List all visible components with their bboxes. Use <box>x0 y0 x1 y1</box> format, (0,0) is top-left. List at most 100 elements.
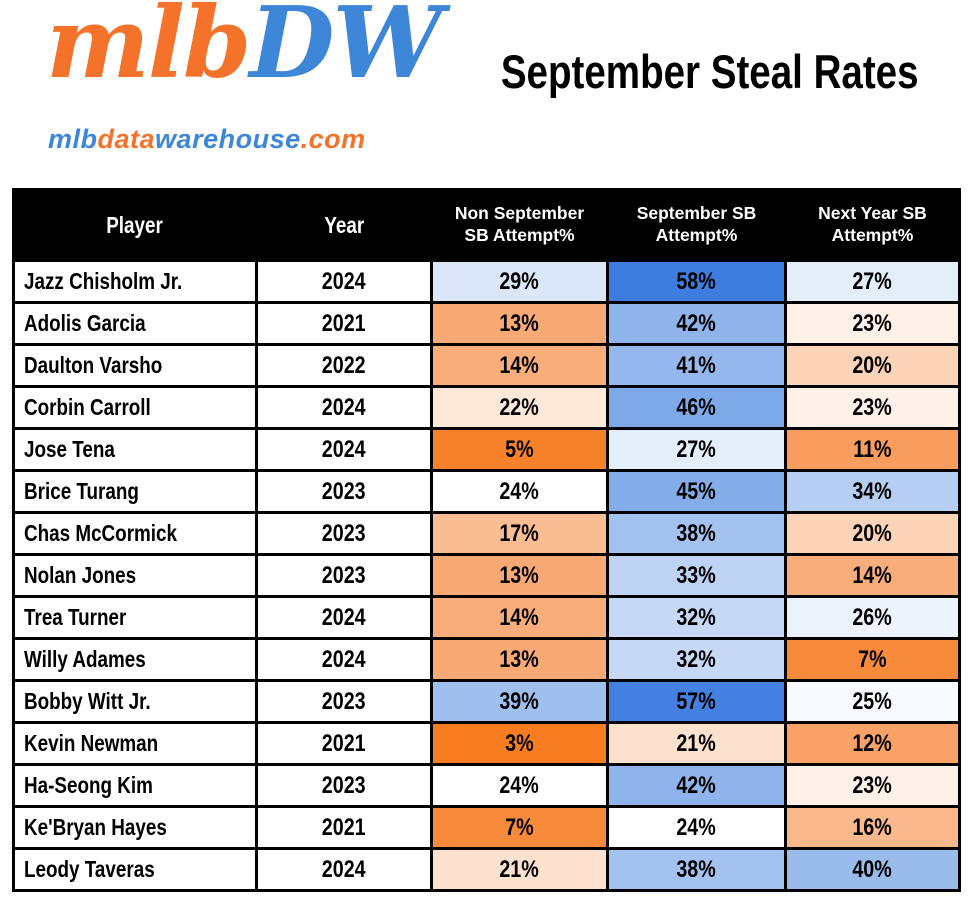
player-cell: Bobby Witt Jr. <box>12 679 258 724</box>
table-row: Nolan Jones 2023 13% 33% 14% <box>12 553 961 598</box>
site-url-segment: data <box>97 124 156 154</box>
year-cell: 2024 <box>255 847 433 892</box>
year-cell: 2023 <box>255 679 433 724</box>
table-row: Kevin Newman 2021 3% 21% 12% <box>12 721 961 766</box>
player-cell: Leody Taveras <box>12 847 258 892</box>
non-september-sb-cell: 13% <box>430 301 609 346</box>
next-year-sb-cell: 23% <box>784 301 961 346</box>
non-september-sb-cell: 39% <box>430 679 609 724</box>
september-sb-cell: 33% <box>606 553 787 598</box>
september-sb-cell: 32% <box>606 595 787 640</box>
player-cell: Trea Turner <box>12 595 258 640</box>
next-year-sb-cell: 40% <box>784 847 961 892</box>
non-september-sb-cell: 14% <box>430 343 609 388</box>
non-september-sb-cell: 13% <box>430 553 609 598</box>
year-cell: 2021 <box>255 721 433 766</box>
page-title: September Steal Rates <box>455 44 935 99</box>
year-cell: 2022 <box>255 343 433 388</box>
table-row: Chas McCormick 2023 17% 38% 20% <box>12 511 961 556</box>
next-year-sb-cell: 11% <box>784 427 961 472</box>
september-sb-cell: 24% <box>606 805 787 850</box>
player-cell: Adolis Garcia <box>12 301 258 346</box>
non-september-sb-cell: 22% <box>430 385 609 430</box>
player-cell: Brice Turang <box>12 469 258 514</box>
next-year-sb-cell: 12% <box>784 721 961 766</box>
site-url-segment: mlb <box>48 124 98 154</box>
september-sb-cell: 42% <box>606 763 787 808</box>
next-year-sb-cell: 23% <box>784 385 961 430</box>
year-cell: 2021 <box>255 301 433 346</box>
table-row: Jazz Chisholm Jr. 2024 29% 58% 27% <box>12 259 961 304</box>
year-cell: 2023 <box>255 469 433 514</box>
september-sb-cell: 42% <box>606 301 787 346</box>
player-cell: Jazz Chisholm Jr. <box>12 259 258 304</box>
player-cell: Ke'Bryan Hayes <box>12 805 258 850</box>
player-cell: Corbin Carroll <box>12 385 258 430</box>
table-row: Bobby Witt Jr. 2023 39% 57% 25% <box>12 679 961 724</box>
table-row: Ha-Seong Kim 2023 24% 42% 23% <box>12 763 961 808</box>
next-year-sb-cell: 20% <box>784 511 961 556</box>
non-september-sb-cell: 24% <box>430 763 609 808</box>
header-player: Player <box>12 188 258 262</box>
mlbdw-logo: mlbDW <box>46 0 443 107</box>
logo-dw-text: DW <box>249 0 442 101</box>
table-row: Willy Adames 2024 13% 32% 7% <box>12 637 961 682</box>
september-sb-cell: 45% <box>606 469 787 514</box>
site-url-segment: warehouse <box>155 124 301 154</box>
table-row: Ke'Bryan Hayes 2021 7% 24% 16% <box>12 805 961 850</box>
masthead: mlbDW mlbdatawarehouse.com September Ste… <box>0 0 970 188</box>
next-year-sb-cell: 23% <box>784 763 961 808</box>
player-cell: Willy Adames <box>12 637 258 682</box>
table-row: Corbin Carroll 2024 22% 46% 23% <box>12 385 961 430</box>
player-cell: Ha-Seong Kim <box>12 763 258 808</box>
september-sb-cell: 21% <box>606 721 787 766</box>
non-september-sb-cell: 5% <box>430 427 609 472</box>
next-year-sb-cell: 34% <box>784 469 961 514</box>
steal-rates-table: Player Year Non September SB Attempt% Se… <box>12 188 961 892</box>
next-year-sb-cell: 7% <box>784 637 961 682</box>
non-september-sb-cell: 3% <box>430 721 609 766</box>
table-body: Jazz Chisholm Jr. 2024 29% 58% 27% Adoli… <box>12 259 961 892</box>
september-sb-cell: 46% <box>606 385 787 430</box>
non-september-sb-cell: 14% <box>430 595 609 640</box>
next-year-sb-cell: 14% <box>784 553 961 598</box>
player-cell: Chas McCormick <box>12 511 258 556</box>
year-cell: 2023 <box>255 511 433 556</box>
table-row: Daulton Varsho 2022 14% 41% 20% <box>12 343 961 388</box>
non-september-sb-cell: 21% <box>430 847 609 892</box>
site-url: mlbdatawarehouse.com <box>48 124 366 155</box>
year-cell: 2023 <box>255 763 433 808</box>
year-cell: 2021 <box>255 805 433 850</box>
year-cell: 2024 <box>255 427 433 472</box>
header-year: Year <box>255 188 433 262</box>
logo-mlb-text: mlb <box>46 0 251 101</box>
year-cell: 2023 <box>255 553 433 598</box>
table-row: Jose Tena 2024 5% 27% 11% <box>12 427 961 472</box>
year-cell: 2024 <box>255 637 433 682</box>
player-cell: Daulton Varsho <box>12 343 258 388</box>
header-next-year-sb: Next Year SB Attempt% <box>784 188 961 262</box>
next-year-sb-cell: 27% <box>784 259 961 304</box>
september-sb-cell: 58% <box>606 259 787 304</box>
table-row: Trea Turner 2024 14% 32% 26% <box>12 595 961 640</box>
september-sb-cell: 57% <box>606 679 787 724</box>
next-year-sb-cell: 25% <box>784 679 961 724</box>
next-year-sb-cell: 26% <box>784 595 961 640</box>
site-url-segment: .com <box>300 124 366 154</box>
year-cell: 2024 <box>255 595 433 640</box>
table-row: Brice Turang 2023 24% 45% 34% <box>12 469 961 514</box>
non-september-sb-cell: 24% <box>430 469 609 514</box>
september-sb-cell: 38% <box>606 511 787 556</box>
header-non-september-sb: Non September SB Attempt% <box>430 188 609 262</box>
player-cell: Nolan Jones <box>12 553 258 598</box>
non-september-sb-cell: 13% <box>430 637 609 682</box>
table-row: Leody Taveras 2024 21% 38% 40% <box>12 847 961 892</box>
year-cell: 2024 <box>255 259 433 304</box>
non-september-sb-cell: 17% <box>430 511 609 556</box>
table-header: Player Year Non September SB Attempt% Se… <box>12 188 961 262</box>
next-year-sb-cell: 20% <box>784 343 961 388</box>
header-row: Player Year Non September SB Attempt% Se… <box>12 188 961 262</box>
player-cell: Jose Tena <box>12 427 258 472</box>
september-sb-cell: 32% <box>606 637 787 682</box>
page-title-text: September Steal Rates <box>500 45 919 98</box>
